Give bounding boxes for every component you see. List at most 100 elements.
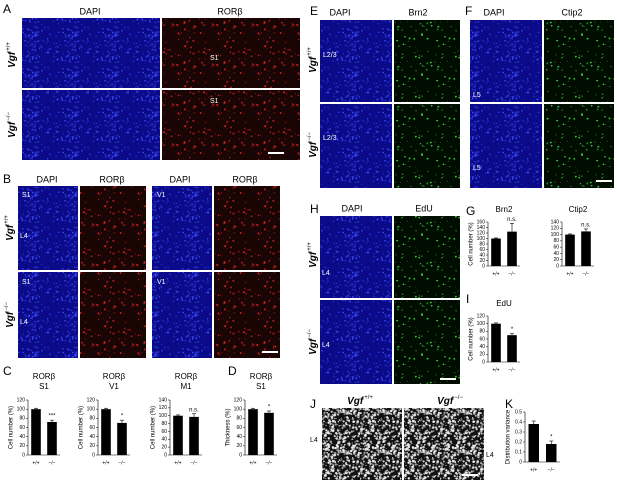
significance: * xyxy=(268,405,271,411)
y-tick-label: 0 xyxy=(482,263,485,269)
y-tick-label: 60 xyxy=(479,247,485,253)
y-tick-label: 120 xyxy=(551,226,560,232)
gene: Vgf xyxy=(5,223,16,241)
y-tick-label: 0 xyxy=(239,452,242,458)
genotype-label: Vgf−/− xyxy=(4,302,16,328)
stain-label: Brn2 xyxy=(408,7,427,17)
y-tick-label: 80 xyxy=(161,421,167,427)
x-tick-label: −/− xyxy=(265,460,272,466)
stain-label: DAPI xyxy=(36,174,57,184)
bar xyxy=(546,444,557,462)
stain-label: DAPI xyxy=(79,6,100,16)
y-tick-label: 140 xyxy=(159,397,168,403)
stain-label: EdU xyxy=(415,203,433,213)
micrograph xyxy=(470,104,542,188)
stain-label: DAPI xyxy=(341,203,362,213)
y-tick-label: 40 xyxy=(236,434,242,440)
chart-title: RORβ xyxy=(175,372,198,381)
genotype-label: Vgf−/− xyxy=(6,112,18,138)
region-label: L2/3 xyxy=(323,52,337,59)
bar xyxy=(491,238,501,266)
panel-letter: H xyxy=(310,202,319,216)
y-tick-label: 60 xyxy=(236,425,242,431)
genotype-label: Vgf−/− xyxy=(437,395,463,407)
allele: −/− xyxy=(6,112,12,121)
allele: −/− xyxy=(307,132,313,141)
micrograph xyxy=(322,408,402,480)
bar xyxy=(507,335,517,362)
gene: Vgf xyxy=(308,140,319,158)
y-tick-label: 60 xyxy=(89,425,95,431)
allele: +/+ xyxy=(364,395,373,401)
micrograph xyxy=(320,20,392,102)
region-label: V1 xyxy=(157,279,166,286)
y-axis-label: Cell number (%) xyxy=(151,406,157,449)
region-label: S1 xyxy=(210,98,219,105)
chart-subtitle: V1 xyxy=(109,382,119,391)
gene: Vgf xyxy=(308,55,319,73)
genotype-label: Vgf−/− xyxy=(307,329,319,355)
scale-bar xyxy=(596,180,612,182)
stain-label: RORβ xyxy=(217,6,242,16)
significance: n.s. xyxy=(581,222,591,228)
micrograph xyxy=(214,272,280,358)
scale-bar xyxy=(440,378,456,380)
y-tick-label: 100 xyxy=(477,321,486,327)
gene: Vgf xyxy=(7,50,18,68)
stain-label: RORβ xyxy=(99,174,124,184)
micrograph xyxy=(214,186,280,270)
significance: * xyxy=(511,327,514,333)
y-tick-label: 40 xyxy=(89,434,95,440)
y-axis-label: Cell number (%) xyxy=(9,406,15,449)
allele: +/+ xyxy=(307,242,313,251)
y-axis-label: Cell number (%) xyxy=(79,406,85,449)
x-tick-label: +/+ xyxy=(492,367,499,373)
chart-subtitle: S1 xyxy=(256,382,266,391)
x-tick-label: −/− xyxy=(190,460,197,466)
x-tick-label: +/+ xyxy=(32,460,39,466)
y-tick-label: 100 xyxy=(159,413,168,419)
y-tick-label: 20 xyxy=(89,443,95,449)
region-label: L4 xyxy=(20,319,28,326)
y-tick-label: 40 xyxy=(553,251,559,257)
micrograph xyxy=(18,186,78,270)
y-axis-label: Thickness (%) xyxy=(226,408,232,446)
y-tick-label: 0.4 xyxy=(515,419,522,425)
y-tick-label: 60 xyxy=(553,244,559,250)
region-label: L2/3 xyxy=(323,135,337,142)
panel-letter: B xyxy=(3,172,11,186)
stain-label: DAPI xyxy=(169,174,190,184)
allele: +/+ xyxy=(307,47,313,56)
y-tick-label: 80 xyxy=(19,416,25,422)
genotype-label: Vgf+/+ xyxy=(347,395,373,407)
y-tick-label: 0 xyxy=(164,452,167,458)
panel-letter: G xyxy=(466,204,475,218)
gene: Vgf xyxy=(308,250,319,268)
bar xyxy=(117,422,127,455)
gene: Vgf xyxy=(347,396,365,407)
micrograph xyxy=(394,300,460,384)
x-tick-label: −/− xyxy=(48,460,55,466)
y-tick-label: 40 xyxy=(161,437,167,443)
y-tick-label: 0 xyxy=(22,452,25,458)
y-tick-label: 0 xyxy=(556,263,559,269)
region-label: L4 xyxy=(486,452,494,459)
x-tick-label: +/+ xyxy=(530,467,537,473)
micrograph xyxy=(394,20,460,102)
allele: −/− xyxy=(4,302,10,311)
genotype-label: Vgf+/+ xyxy=(4,215,16,241)
panel-letter: C xyxy=(3,364,12,378)
chart-title: RORβ xyxy=(103,372,126,381)
y-tick-label: 120 xyxy=(159,405,168,411)
panel-letter: J xyxy=(310,397,316,411)
region-label: L4 xyxy=(20,233,28,240)
x-tick-label: +/+ xyxy=(102,460,109,466)
y-tick-label: 0.1 xyxy=(515,449,522,455)
y-tick-label: 60 xyxy=(479,336,485,342)
micrograph xyxy=(22,90,160,160)
x-tick-label: +/+ xyxy=(249,460,256,466)
panel-letter: D xyxy=(228,364,237,378)
stain-label: DAPI xyxy=(483,7,504,17)
significance: n.s. xyxy=(507,217,517,223)
chart-title: Ctip2 xyxy=(569,205,588,214)
